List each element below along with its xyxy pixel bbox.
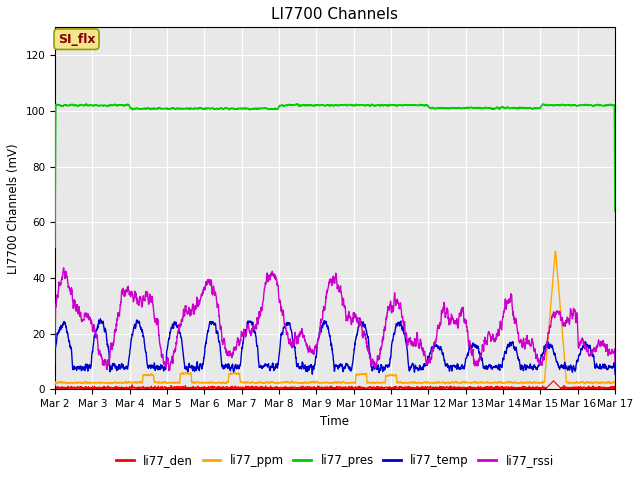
Legend: li77_den, li77_ppm, li77_pres, li77_temp, li77_rssi: li77_den, li77_ppm, li77_pres, li77_temp…: [111, 449, 559, 472]
Title: LI7700 Channels: LI7700 Channels: [271, 7, 399, 22]
X-axis label: Time: Time: [321, 415, 349, 428]
Y-axis label: LI7700 Channels (mV): LI7700 Channels (mV): [7, 143, 20, 274]
Text: SI_flx: SI_flx: [58, 33, 95, 46]
